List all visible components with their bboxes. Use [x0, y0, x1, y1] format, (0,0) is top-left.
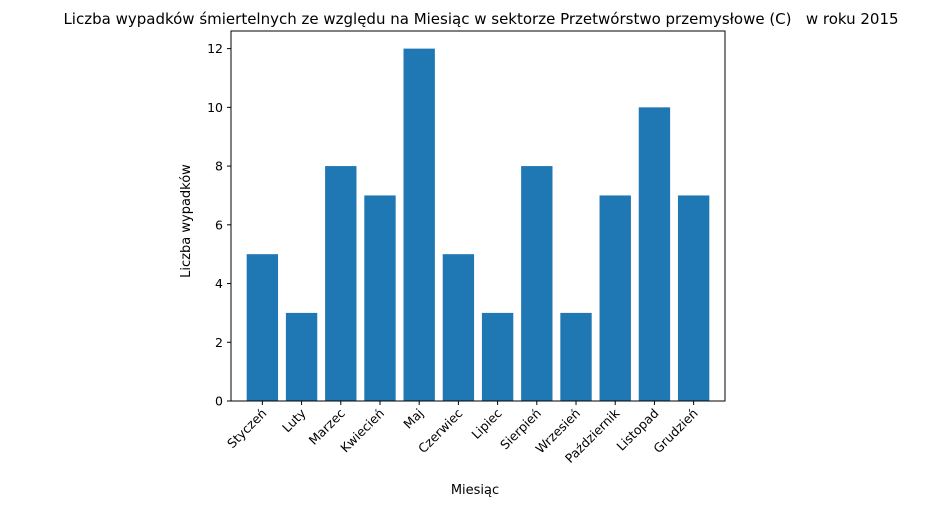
- bar-2: [325, 166, 357, 401]
- bar-9: [599, 195, 631, 401]
- y-axis-ticks: 0 2 4 6 8 10 12: [207, 41, 231, 409]
- y-tick-label: 10: [207, 100, 223, 115]
- x-tick-label: Lipiec: [468, 405, 504, 441]
- y-tick-label: 0: [215, 394, 223, 409]
- y-axis-label: Liczba wypadków: [179, 164, 194, 278]
- y-tick-label: 6: [215, 217, 223, 232]
- bar-6: [481, 312, 514, 401]
- x-tick-label: Maj: [400, 406, 426, 432]
- x-tick-label: Luty: [279, 405, 309, 435]
- y-tick-label: 2: [215, 335, 223, 350]
- bars-group: [246, 48, 710, 401]
- bar-5: [442, 254, 475, 401]
- bar-0: [246, 254, 279, 401]
- y-tick-label: 4: [215, 276, 223, 291]
- bar-4: [403, 48, 435, 401]
- y-tick-label: 12: [207, 41, 223, 56]
- bar-10: [638, 107, 671, 401]
- bar-8: [560, 312, 592, 401]
- y-tick-label: 8: [215, 159, 223, 174]
- x-axis-label: Miesiąc: [451, 483, 499, 498]
- bar-3: [364, 195, 396, 401]
- bar-1: [285, 312, 318, 401]
- plot-frame: [230, 30, 726, 402]
- x-tick-label: Styczeń: [224, 406, 269, 451]
- bar-11: [677, 195, 710, 401]
- chart-title: Liczba wypadków śmiertelnych ze względu …: [63, 10, 898, 28]
- bar-7: [521, 166, 553, 401]
